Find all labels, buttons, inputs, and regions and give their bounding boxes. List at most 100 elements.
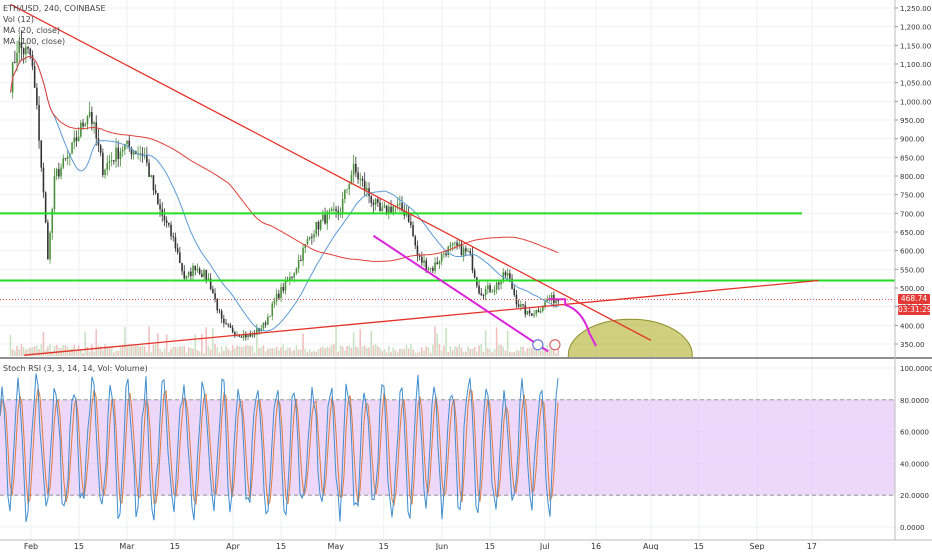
candle-body: [451, 243, 454, 246]
volume-bar: [95, 329, 98, 356]
candle-body: [273, 301, 276, 304]
candle-body: [198, 268, 201, 274]
candle-body: [405, 213, 408, 216]
volume-bar: [102, 350, 104, 356]
volume-bar: [240, 346, 243, 356]
volume-bar: [148, 326, 150, 356]
candle-body: [509, 273, 511, 279]
candle-body: [471, 253, 474, 271]
y-tick-label: 1,100.00: [900, 61, 931, 69]
candle-body: [14, 62, 16, 64]
volume-bar: [425, 346, 428, 356]
candle-body: [71, 142, 73, 154]
volume-bar: [38, 349, 40, 356]
volume-bar: [247, 345, 249, 356]
volume-bar: [170, 348, 172, 356]
candle-body: [297, 260, 300, 269]
candle-body: [115, 147, 117, 162]
candle-body: [392, 206, 395, 213]
volume-bar: [469, 348, 472, 356]
volume-bar: [137, 345, 139, 356]
candle-body: [44, 192, 47, 223]
volume-bar: [438, 344, 441, 356]
volume-bar: [390, 352, 392, 356]
candle-body: [436, 262, 439, 264]
volume-bar: [209, 349, 212, 356]
candle-body: [148, 162, 150, 177]
volume-bar: [330, 344, 333, 356]
candle-body: [192, 265, 194, 277]
x-tick-label: 15: [379, 542, 389, 550]
candle-body: [168, 223, 170, 225]
candle-body: [330, 209, 333, 212]
y-tick-label: 650.00: [900, 229, 925, 237]
volume-bar: [500, 344, 502, 356]
volume-bar: [476, 351, 478, 356]
candle-body: [293, 273, 296, 278]
volume-bar: [432, 344, 434, 356]
candle-body: [256, 328, 258, 335]
volume-bar: [143, 346, 146, 356]
volume-bar: [286, 347, 289, 356]
candle-body: [429, 268, 432, 269]
candle-body: [315, 221, 318, 235]
volume-bar: [25, 349, 27, 356]
candle-body: [284, 280, 287, 291]
volume-bar: [165, 334, 168, 356]
candle-body: [304, 244, 307, 249]
trend-line: [10, 3, 652, 341]
candle-body: [462, 248, 465, 256]
y-tick-label: 550.00: [900, 266, 925, 274]
candle-body: [269, 315, 271, 317]
candle-body: [524, 305, 527, 315]
volume-bar: [229, 350, 232, 356]
ma20-label: MA (20, close): [3, 26, 61, 35]
volume-bar: [280, 347, 282, 356]
candle-body: [84, 124, 87, 127]
volume-bar: [509, 351, 511, 356]
candle-body: [157, 193, 159, 205]
volume-bar: [51, 351, 54, 356]
y-tick-label: 900.00: [900, 136, 925, 144]
clipped-annotations: [0, 3, 895, 357]
volume-bar: [526, 348, 529, 356]
volume-bar: [227, 348, 230, 356]
volume-bar: [258, 347, 260, 356]
candle-body: [295, 268, 298, 274]
volume-bar: [467, 346, 469, 356]
candle-body: [240, 336, 243, 338]
volume-bar: [126, 346, 128, 356]
volume-bar: [135, 345, 137, 356]
candle-body: [421, 256, 423, 263]
candle-body: [306, 239, 309, 245]
candle-body: [209, 278, 212, 290]
candle-body: [438, 261, 441, 264]
volume-bar: [344, 350, 346, 356]
volume-bar: [179, 346, 181, 356]
candle-body: [467, 251, 469, 253]
candle-body: [317, 221, 320, 230]
volume-bar: [187, 347, 190, 356]
candle-body: [110, 160, 113, 162]
volume-bar: [484, 330, 487, 356]
volume-bar: [275, 346, 278, 356]
candle-body: [372, 202, 375, 205]
volume-bar: [553, 346, 555, 356]
volume-bar: [289, 347, 291, 356]
volume-bar: [447, 351, 450, 356]
candle-body: [289, 276, 291, 282]
candle-body: [58, 169, 60, 177]
y-tick-label: 1,050.00: [900, 80, 931, 88]
volume-bar: [495, 327, 498, 356]
candle-body: [412, 225, 414, 237]
volume-bar: [236, 345, 238, 356]
volume-bar: [304, 348, 307, 356]
volume-bar: [201, 333, 203, 356]
candle-body: [190, 271, 192, 277]
volume-bar: [99, 346, 102, 356]
candle-body: [102, 152, 104, 176]
volume-bar: [511, 352, 513, 356]
volume-bar: [401, 348, 403, 356]
volume-bar: [256, 333, 258, 356]
